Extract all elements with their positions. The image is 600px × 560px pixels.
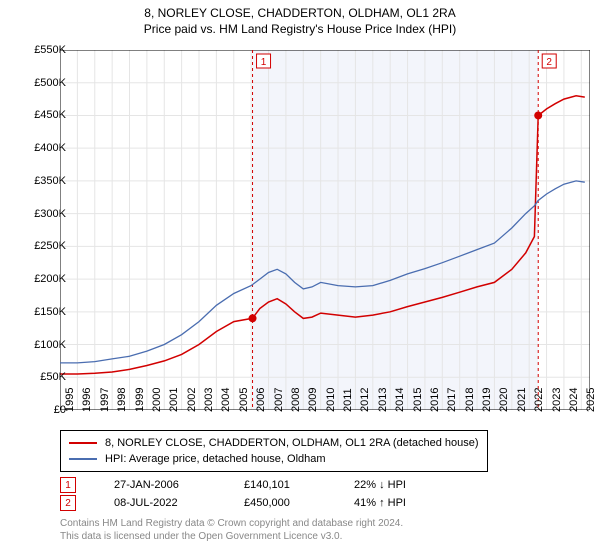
x-axis-label: 2008 xyxy=(290,388,302,412)
marker-number-box: 2 xyxy=(60,495,76,511)
y-axis-label: £250K xyxy=(10,240,66,252)
x-axis-label: 2006 xyxy=(255,388,267,412)
x-axis-label: 1998 xyxy=(116,388,128,412)
legend-item: 8, NORLEY CLOSE, CHADDERTON, OLDHAM, OL1… xyxy=(69,435,479,451)
marker-row: 1 27-JAN-2006£140,10122% ↓ HPI xyxy=(60,476,464,494)
x-axis-label: 2000 xyxy=(151,388,163,412)
x-axis-label: 2025 xyxy=(585,388,597,412)
y-axis-label: £100K xyxy=(10,339,66,351)
marker-row: 2 08-JUL-2022£450,00041% ↑ HPI xyxy=(60,494,464,512)
x-axis-label: 2022 xyxy=(533,388,545,412)
x-axis-label: 2011 xyxy=(342,388,354,412)
x-axis-label: 1997 xyxy=(99,388,111,412)
x-axis-label: 2007 xyxy=(273,388,285,412)
price-chart: 12 xyxy=(60,50,590,410)
legend-label: HPI: Average price, detached house, Oldh… xyxy=(105,453,326,465)
y-axis-label: £400K xyxy=(10,142,66,154)
y-axis-label: £200K xyxy=(10,273,66,285)
x-axis-label: 2020 xyxy=(498,388,510,412)
footer-line1: Contains HM Land Registry data © Crown c… xyxy=(60,518,403,531)
footer-attribution: Contains HM Land Registry data © Crown c… xyxy=(60,518,403,543)
x-axis-label: 2005 xyxy=(238,388,250,412)
marker-diff: 22% ↓ HPI xyxy=(354,479,464,491)
legend-swatch xyxy=(69,442,97,444)
chart-title-line1: 8, NORLEY CLOSE, CHADDERTON, OLDHAM, OL1… xyxy=(0,6,600,20)
x-axis-label: 2018 xyxy=(464,388,476,412)
marker-diff: 41% ↑ HPI xyxy=(354,497,464,509)
chart-title-line2: Price paid vs. HM Land Registry's House … xyxy=(0,22,600,36)
y-axis-label: £500K xyxy=(10,77,66,89)
legend-swatch xyxy=(69,458,97,460)
marker-number-box: 1 xyxy=(60,477,76,493)
x-axis-label: 2014 xyxy=(394,388,406,412)
x-axis-label: 2012 xyxy=(359,388,371,412)
x-axis-label: 1995 xyxy=(64,388,76,412)
y-axis-label: £50K xyxy=(10,371,66,383)
x-axis-label: 2009 xyxy=(307,388,319,412)
x-axis-label: 2002 xyxy=(186,388,198,412)
marker-price: £140,101 xyxy=(244,479,354,491)
footer-line2: This data is licensed under the Open Gov… xyxy=(60,531,403,544)
x-axis-label: 2013 xyxy=(377,388,389,412)
x-axis-label: 2023 xyxy=(551,388,563,412)
x-axis-label: 2016 xyxy=(429,388,441,412)
marker-price: £450,000 xyxy=(244,497,354,509)
x-axis-label: 2019 xyxy=(481,388,493,412)
svg-text:2: 2 xyxy=(546,57,552,68)
legend-item: HPI: Average price, detached house, Oldh… xyxy=(69,451,479,467)
x-axis-label: 2017 xyxy=(446,388,458,412)
y-axis-label: £0 xyxy=(10,404,66,416)
marker-date: 08-JUL-2022 xyxy=(114,497,244,509)
x-axis-label: 1999 xyxy=(134,388,146,412)
y-axis-label: £450K xyxy=(10,109,66,121)
y-axis-label: £550K xyxy=(10,44,66,56)
y-axis-label: £150K xyxy=(10,306,66,318)
marker-date: 27-JAN-2006 xyxy=(114,479,244,491)
y-axis-label: £350K xyxy=(10,175,66,187)
y-axis-label: £300K xyxy=(10,208,66,220)
svg-text:1: 1 xyxy=(261,57,267,68)
x-axis-label: 2004 xyxy=(220,388,232,412)
marker-table: 1 27-JAN-2006£140,10122% ↓ HPI 2 08-JUL-202… xyxy=(60,476,464,512)
x-axis-label: 1996 xyxy=(81,388,93,412)
legend-label: 8, NORLEY CLOSE, CHADDERTON, OLDHAM, OL1… xyxy=(105,437,479,449)
x-axis-label: 2024 xyxy=(568,388,580,412)
x-axis-label: 2003 xyxy=(203,388,215,412)
x-axis-label: 2021 xyxy=(516,388,528,412)
legend: 8, NORLEY CLOSE, CHADDERTON, OLDHAM, OL1… xyxy=(60,430,488,472)
x-axis-label: 2001 xyxy=(168,388,180,412)
x-axis-label: 2010 xyxy=(325,388,337,412)
x-axis-label: 2015 xyxy=(412,388,424,412)
